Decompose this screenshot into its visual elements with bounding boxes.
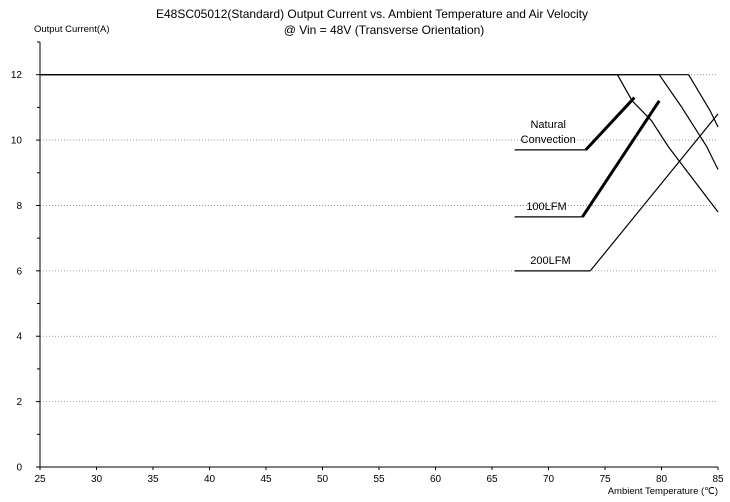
annotation-label: 200LFM: [530, 255, 570, 267]
series-line: [40, 74, 719, 170]
annotation-label: Natural: [530, 119, 565, 131]
x-tick-label: 35: [147, 474, 159, 485]
y-tick-label: 8: [16, 201, 22, 212]
annotation-leader: [589, 113, 719, 272]
x-tick-label: 25: [34, 474, 46, 485]
chart-subtitle: @ Vin = 48V (Transverse Orientation): [284, 23, 485, 37]
plot-area: 0 2 4 6 8 10 12 25 30 35 40 45 50 55 60 65 70 75 80 85 Natur…: [11, 41, 724, 485]
series-line: [40, 74, 719, 213]
x-tick-label: 55: [373, 474, 385, 485]
x-tick-label: 75: [599, 474, 611, 485]
y-tick-label: 0: [16, 463, 22, 474]
annotation-label: 100LFM: [526, 201, 566, 213]
x-axis-title: Ambient Temperature (℃): [608, 486, 718, 497]
y-tick-label: 12: [11, 70, 23, 81]
x-tick-label: 80: [656, 474, 668, 485]
x-tick-label: 70: [543, 474, 555, 485]
x-tick-label: 60: [430, 474, 442, 485]
x-tick-label: 50: [317, 474, 329, 485]
x-tick-label: 30: [91, 474, 103, 485]
annotation-leader: [581, 100, 661, 218]
y-tick-label: 2: [16, 397, 22, 408]
x-tick-label: 40: [204, 474, 216, 485]
annotation-label: Convection: [521, 134, 576, 146]
x-tick-label: 45: [260, 474, 272, 485]
y-tick-label: 6: [16, 266, 22, 277]
x-tick-label: 85: [712, 474, 724, 485]
annotation-leader: [584, 96, 636, 151]
y-tick-label: 4: [16, 332, 22, 343]
x-tick-label: 65: [486, 474, 498, 485]
chart-title: E48SC05012(Standard) Output Current vs. …: [156, 7, 588, 21]
y-axis-title: Output Current(A): [34, 24, 110, 35]
y-tick-label: 10: [11, 136, 23, 147]
